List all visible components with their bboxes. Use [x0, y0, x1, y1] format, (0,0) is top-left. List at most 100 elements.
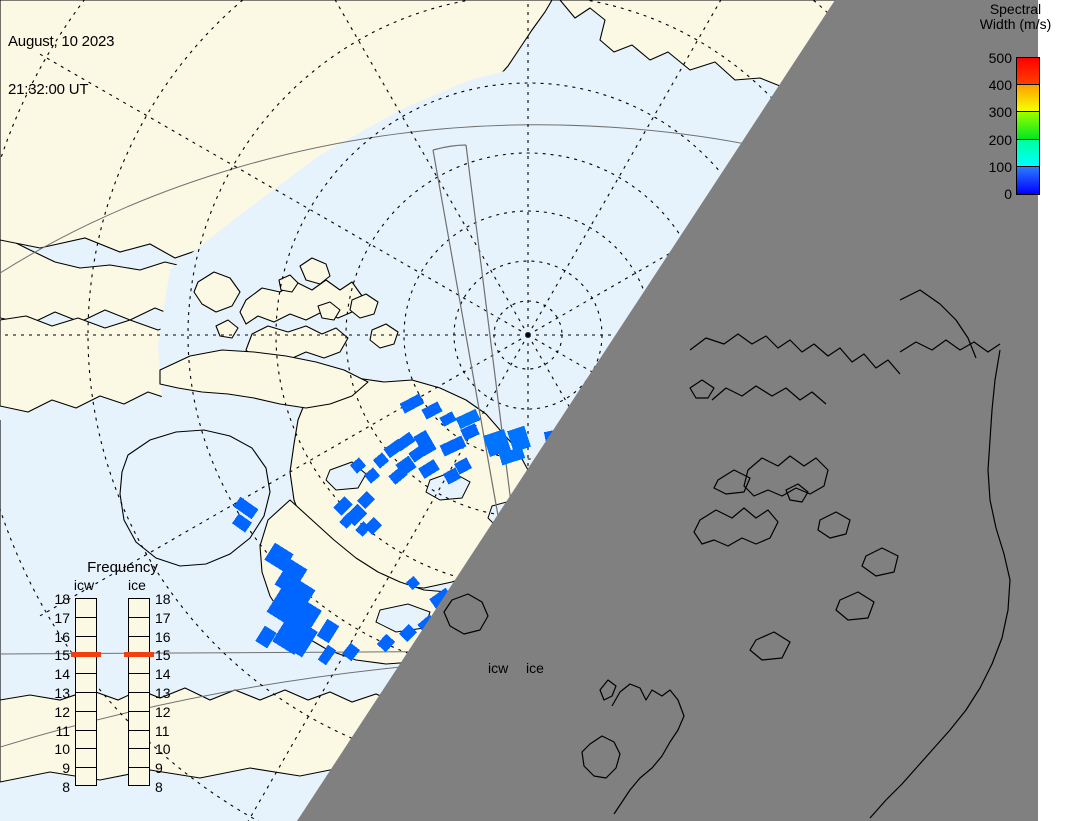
- radar-cell: [421, 401, 443, 420]
- mlon-210: [245, 334, 529, 821]
- radar-cell: [483, 429, 511, 457]
- coast-island-b: [835, 591, 875, 621]
- frequency-segment-icw-0: [76, 599, 96, 618]
- coast-baltic-2: [693, 507, 779, 547]
- frequency-tick-right-18: 18: [155, 591, 171, 607]
- radar-cell: [413, 429, 437, 457]
- coast-svalbard: [689, 379, 715, 399]
- frequency-marker-ice: [124, 652, 154, 658]
- radar-cell: [418, 459, 440, 479]
- radar-cell: [455, 408, 481, 430]
- coast-ireland: [581, 735, 621, 779]
- frequency-tick-left-13: 13: [54, 685, 70, 701]
- radar-cell: [266, 574, 316, 628]
- colorbar-title: Spectral Width (m/s): [962, 2, 1069, 32]
- radar-cell: [460, 423, 480, 441]
- island-small-1: [299, 257, 331, 285]
- radar-cell: [339, 513, 355, 529]
- frequency-segment-ice-9: [129, 768, 149, 787]
- coast-russia-west: [869, 349, 1011, 819]
- frequency-panel: Frequency icw ice 18 17 16 15 14 13 12 11 10 9 8 1…: [40, 559, 205, 795]
- frequency-segment-ice-7: [129, 731, 149, 750]
- frequency-segment-ice-5: [129, 693, 149, 712]
- radar-cell: [349, 457, 367, 474]
- frequency-tick-left-11: 11: [55, 722, 70, 739]
- frequency-tick-left-14: 14: [54, 666, 70, 683]
- island-banks: [193, 271, 241, 313]
- colorbar-tick-300: 300: [988, 104, 1012, 121]
- coast-nz-north: [713, 469, 751, 495]
- frequency-panel-title: Frequency: [87, 559, 158, 576]
- frequency-tick-left-12: 12: [54, 703, 70, 720]
- frequency-tick-left-17: 17: [54, 609, 70, 626]
- left-sea-layer: [119, 429, 271, 567]
- colorbar-gradient: [1016, 57, 1040, 195]
- radar-cell: [395, 455, 417, 477]
- frequency-tick-left-15: 15: [54, 647, 70, 664]
- radar-cell: [439, 435, 467, 457]
- colorbar-title-line2: Width (m/s): [979, 16, 1052, 32]
- radar-cell: [439, 411, 457, 427]
- colorbar-segment-2: [1017, 112, 1039, 140]
- frequency-tick-left-18: 18: [54, 591, 70, 607]
- frequency-segment-icw-1: [76, 618, 96, 637]
- frequency-segment-ice-8: [129, 749, 149, 769]
- radar-cell: [255, 625, 277, 649]
- frequency-bar-label-icw: icw: [73, 577, 95, 593]
- island-small-3: [369, 323, 399, 349]
- land-canada-mainland: [159, 349, 369, 409]
- frequency-bar-label-ice: ice: [128, 577, 146, 593]
- island-small-6: [278, 274, 299, 293]
- mlon-240: [37, 334, 529, 618]
- frequency-tick-right-12: 12: [155, 703, 171, 720]
- coast-island-c: [749, 631, 791, 661]
- coast-scandinavia: [689, 333, 901, 375]
- frequency-segment-ice-6: [129, 712, 149, 731]
- colorbar-tick-0: 0: [1004, 186, 1012, 202]
- frequency-segment-icw-4: [76, 674, 96, 693]
- colorbar-tick-200: 200: [988, 131, 1012, 148]
- frequency-tick-right-11: 11: [155, 722, 170, 739]
- frequency-tick-right-10: 10: [155, 741, 171, 758]
- plot-date: August, 10 2023: [8, 33, 115, 50]
- radar-cell: [355, 521, 371, 537]
- coast-baltic-1: [743, 455, 829, 497]
- radar-cell: [454, 457, 472, 475]
- site-label-ice: ice: [526, 660, 544, 676]
- radar-cell: [507, 425, 531, 453]
- island-small-2: [349, 293, 379, 319]
- radar-cell: [290, 624, 318, 658]
- radar-cell: [317, 644, 337, 666]
- coast-island-a: [785, 483, 809, 503]
- radar-cell: [363, 467, 381, 484]
- colorbar-segment-3: [1017, 139, 1039, 167]
- coast-russia-north: [899, 339, 1001, 353]
- coast-lake-2: [861, 547, 899, 577]
- frequency-tick-right-15: 15: [155, 647, 171, 664]
- night-coastlines: [443, 289, 1011, 819]
- island-small-5: [215, 319, 239, 339]
- colorbar-tick-500: 500: [988, 50, 1012, 66]
- frequency-tick-left-8: 8: [62, 779, 70, 795]
- frequency-marker-icw: [71, 652, 101, 658]
- frequency-segment-ice-1: [129, 618, 149, 637]
- radar-cell: [333, 496, 353, 516]
- frequency-tick-right-14: 14: [155, 666, 171, 683]
- mlon-30: [527, 0, 811, 336]
- radar-cell: [398, 623, 418, 643]
- frequency-bar-ice: [128, 598, 150, 786]
- radar-cell: [376, 633, 396, 653]
- site-label-icw: icw: [488, 660, 509, 676]
- fov-arc-far: [432, 144, 467, 151]
- radar-cell: [394, 431, 416, 452]
- radar-cell: [498, 446, 526, 466]
- frequency-segment-icw-8: [76, 749, 96, 769]
- frequency-tick-right-17: 17: [155, 609, 171, 626]
- colorbar-title-line1: Spectral: [989, 1, 1042, 17]
- frequency-tick-right-13: 13: [155, 685, 171, 701]
- sea-bering: [119, 429, 271, 567]
- plot-time: 21:32:00 UT: [8, 81, 89, 98]
- radar-cell: [356, 490, 376, 510]
